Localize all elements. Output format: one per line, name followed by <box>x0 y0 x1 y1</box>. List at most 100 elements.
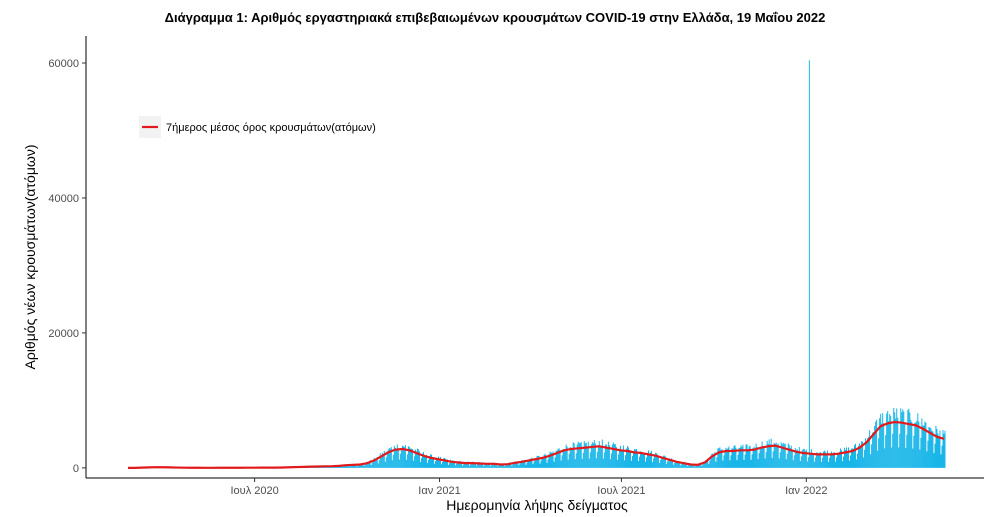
daily-cases-bar <box>359 463 361 468</box>
daily-cases-bar <box>384 461 386 468</box>
daily-cases-bar <box>643 452 644 468</box>
daily-cases-bar <box>859 443 861 468</box>
daily-cases-bar <box>416 448 418 468</box>
daily-cases-bar <box>450 459 452 468</box>
daily-cases-bar <box>903 411 905 468</box>
daily-cases-bar <box>344 465 346 468</box>
daily-cases-bar <box>801 450 803 468</box>
y-ticks: 0 20000 40000 60000 <box>48 58 86 475</box>
daily-cases-bar <box>661 456 663 468</box>
daily-cases-bar <box>790 445 792 468</box>
daily-cases-bar <box>588 458 590 468</box>
daily-cases-bar <box>620 450 622 468</box>
daily-cases-bar <box>559 450 561 468</box>
daily-cases-bar <box>824 451 826 468</box>
daily-cases-bar <box>744 454 746 468</box>
daily-cases-bar <box>677 461 679 468</box>
y-tick-label: 20000 <box>48 328 79 340</box>
daily-cases-bar <box>552 451 554 468</box>
legend-label: 7ήμερος μέσος όρος κρουσμάτων(ατόμων) <box>166 122 376 134</box>
daily-cases-bar <box>663 455 665 468</box>
daily-cases-bar <box>564 449 566 468</box>
daily-cases-bar <box>685 463 687 468</box>
daily-cases-bar <box>405 459 407 468</box>
daily-cases-bar <box>854 445 855 468</box>
daily-cases-bar <box>459 460 461 468</box>
daily-cases-bar <box>469 465 471 468</box>
daily-cases-bar <box>681 464 683 468</box>
daily-cases-bar <box>396 444 398 468</box>
daily-cases-bar <box>707 458 709 468</box>
daily-cases-bar <box>728 446 730 468</box>
daily-cases-bar <box>448 464 450 468</box>
daily-cases-bar <box>671 458 673 468</box>
daily-cases-bar <box>603 452 605 468</box>
daily-cases-bar <box>351 464 353 468</box>
daily-cases-bar <box>509 463 511 468</box>
daily-cases-bar <box>772 451 774 468</box>
daily-cases-bar <box>632 455 633 468</box>
daily-cases-bar <box>878 438 880 468</box>
daily-cases-bar <box>767 444 769 468</box>
x-tick-label: Ιαν 2021 <box>418 485 460 497</box>
daily-cases-bar <box>897 417 899 468</box>
daily-cases-bar <box>659 462 661 468</box>
daily-cases-bar <box>852 448 853 468</box>
daily-cases-bar <box>418 451 420 468</box>
daily-cases-bar <box>507 463 509 468</box>
daily-cases-bar <box>654 455 656 468</box>
daily-cases-bar <box>480 463 482 468</box>
daily-cases-bar <box>676 461 678 468</box>
daily-cases-bar <box>646 457 647 468</box>
daily-cases-bar <box>388 447 390 468</box>
daily-cases-bar <box>843 456 844 468</box>
daily-cases-bar <box>692 464 694 468</box>
daily-cases-bar <box>716 457 718 468</box>
daily-cases-bar <box>850 455 851 468</box>
daily-cases-bar <box>779 452 781 468</box>
daily-cases-bar <box>933 453 935 468</box>
daily-cases-bar <box>380 455 382 468</box>
daily-cases-bar <box>913 435 915 468</box>
daily-cases-bar <box>346 464 348 468</box>
daily-cases-bar <box>349 466 351 468</box>
daily-cases-bar <box>335 467 337 468</box>
daily-cases-bar <box>623 460 625 468</box>
daily-cases-bar <box>557 448 559 468</box>
chart-title: Διάγραμμα 1: Αριθμός εργαστηριακά επιβεβ… <box>164 10 826 25</box>
daily-cases-bar <box>587 441 589 468</box>
daily-cases-bar <box>737 454 739 468</box>
daily-cases-bar <box>577 441 579 468</box>
daily-cases-bar <box>561 455 563 468</box>
daily-cases-bar <box>461 462 463 468</box>
daily-cases-bar <box>442 462 443 468</box>
daily-cases-bar <box>622 445 624 468</box>
daily-cases-bar <box>797 451 799 468</box>
daily-cases-bar <box>486 462 488 468</box>
daily-cases-bar <box>481 463 483 468</box>
daily-cases-bar <box>808 60 810 468</box>
daily-cases-bar <box>664 455 666 468</box>
x-axis-title: Ημερομηνία λήψης δείγματος <box>446 497 628 513</box>
daily-cases-bar <box>382 453 384 468</box>
daily-cases-bar <box>920 437 922 468</box>
daily-cases-bar <box>495 463 497 468</box>
daily-cases-bar <box>392 454 394 468</box>
daily-cases-bar <box>599 445 601 468</box>
daily-cases-bar <box>697 464 699 468</box>
daily-cases-bar <box>709 460 711 468</box>
daily-cases-bar <box>898 447 900 468</box>
daily-cases-bar <box>670 459 672 468</box>
daily-cases-bar <box>637 452 638 468</box>
daily-cases-bar <box>368 462 370 468</box>
daily-cases-bar <box>937 433 939 468</box>
daily-cases-bar <box>379 453 381 468</box>
daily-cases-bar <box>539 463 541 468</box>
daily-cases-bar <box>496 464 498 468</box>
daily-cases-bar <box>500 464 502 468</box>
daily-cases-bar <box>479 462 481 468</box>
daily-cases-bar <box>879 418 881 468</box>
daily-cases-bar <box>366 461 368 468</box>
daily-cases-bar <box>520 461 522 468</box>
daily-cases-bar <box>742 444 744 468</box>
